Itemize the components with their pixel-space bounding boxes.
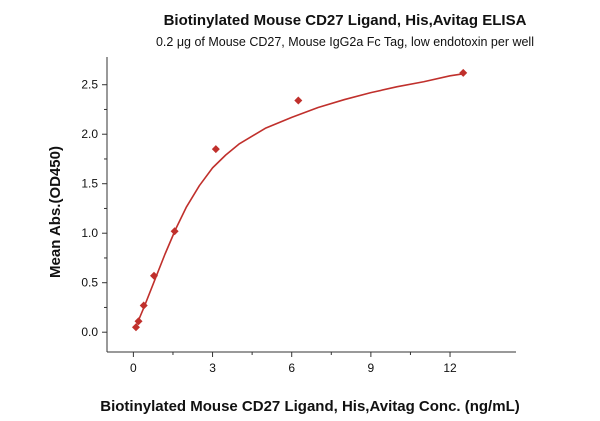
- x-axis-label: Biotinylated Mouse CD27 Ligand, His,Avit…: [100, 398, 519, 415]
- plot-area: 0 3 6 9 12 0.0 0.5 1.0 1.5 2.0 2.5: [81, 57, 516, 375]
- x-tick-label: 6: [288, 361, 295, 375]
- x-tick-label: 0: [130, 361, 137, 375]
- data-point: [459, 68, 468, 77]
- y-tick-label: 0.0: [81, 325, 98, 339]
- data-point: [131, 323, 140, 332]
- chart-title: Biotinylated Mouse CD27 Ligand, His,Avit…: [164, 12, 527, 29]
- x-tick-label: 9: [368, 361, 375, 375]
- data-point: [134, 317, 143, 326]
- data-point: [170, 227, 179, 236]
- data-point: [149, 271, 158, 280]
- y-tick-label: 1.5: [81, 177, 98, 191]
- y-tick-label: 2.5: [81, 78, 98, 92]
- y-axis-label: Mean Abs.(OD450): [47, 146, 64, 278]
- data-point: [211, 145, 220, 154]
- y-tick-label: 1.0: [81, 226, 98, 240]
- data-point: [294, 96, 303, 105]
- chart-subtitle: 0.2 μg of Mouse CD27, Mouse IgG2a Fc Tag…: [156, 35, 534, 49]
- x-tick-label: 3: [209, 361, 216, 375]
- x-tick-label: 12: [443, 361, 457, 375]
- fit-curve: [135, 73, 464, 327]
- data-point: [139, 301, 148, 310]
- y-tick-label: 2.0: [81, 127, 98, 141]
- y-tick-label: 0.5: [81, 276, 98, 290]
